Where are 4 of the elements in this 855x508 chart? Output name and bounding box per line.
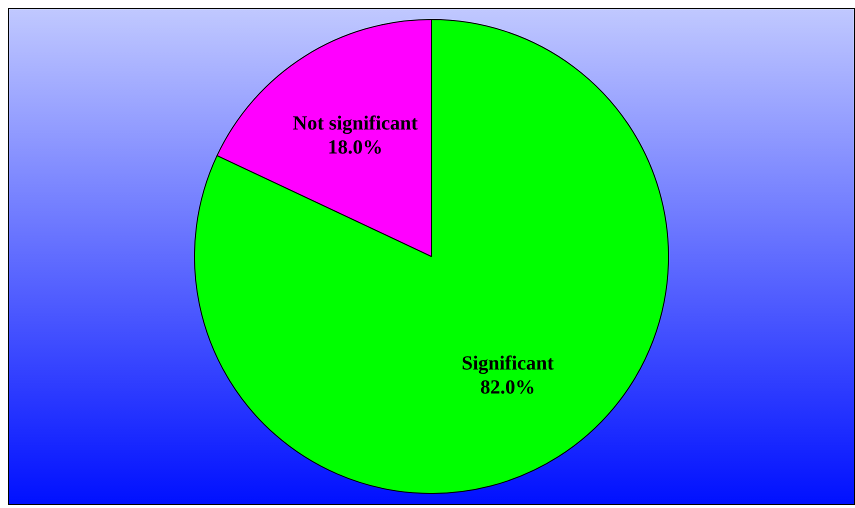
slice-label: Not significant xyxy=(292,112,418,135)
slice-label: Significant xyxy=(462,352,554,375)
data-label: 82.0% xyxy=(480,376,536,399)
data-label: 18.0% xyxy=(328,136,383,159)
